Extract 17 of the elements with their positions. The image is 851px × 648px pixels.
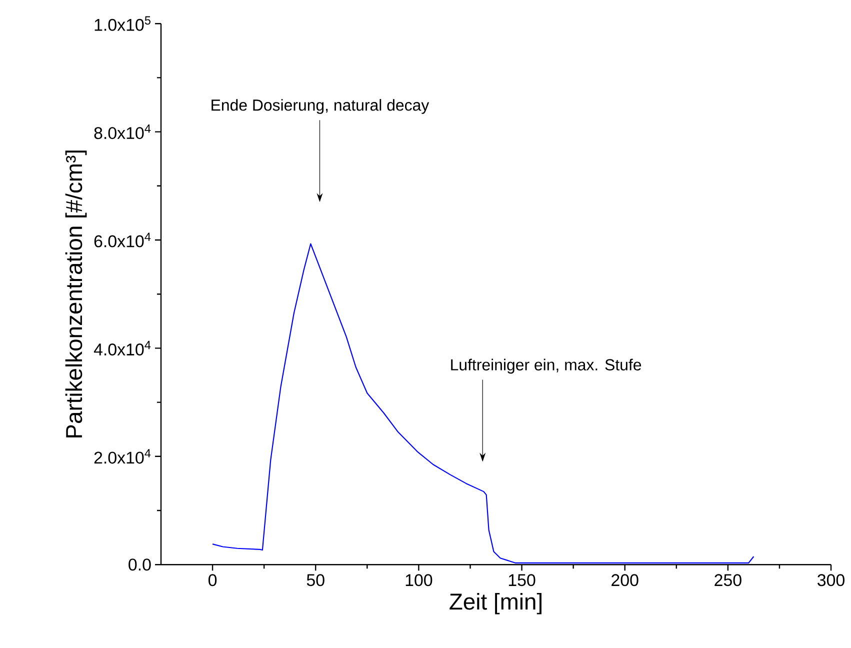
y-tick-label: 8.0x10$^{4}$	[94, 124, 151, 140]
y-tick-label: 4.0x10$^{4}$	[94, 340, 151, 356]
annotation: Luftreiniger ein, max. Stufe	[451, 358, 642, 374]
y-tick-label: 6.0x10$^{4}$	[94, 232, 151, 248]
x-tick-label: 250	[714, 574, 742, 586]
x-tick-label: 100	[406, 574, 432, 586]
y-tick-label: 1.0x10$^{5}$	[94, 16, 150, 31]
x-tick-label: 200	[612, 574, 638, 586]
y-tick-label: 2.0x10$^{4}$	[94, 449, 151, 464]
annotation: Ende Dosierung, natural decay	[212, 99, 430, 114]
x-tick-label: 150	[508, 574, 536, 586]
y-axis-title: Partikelkonzentration [#/cm³]	[65, 150, 87, 438]
x-tick-label: 50	[306, 574, 324, 586]
x-tick-label: 0	[208, 574, 217, 586]
x-tick-label: 300	[818, 574, 844, 586]
y-tick-label: 0.0	[128, 558, 151, 571]
x-axis-title: Zeit [min]	[450, 592, 542, 614]
